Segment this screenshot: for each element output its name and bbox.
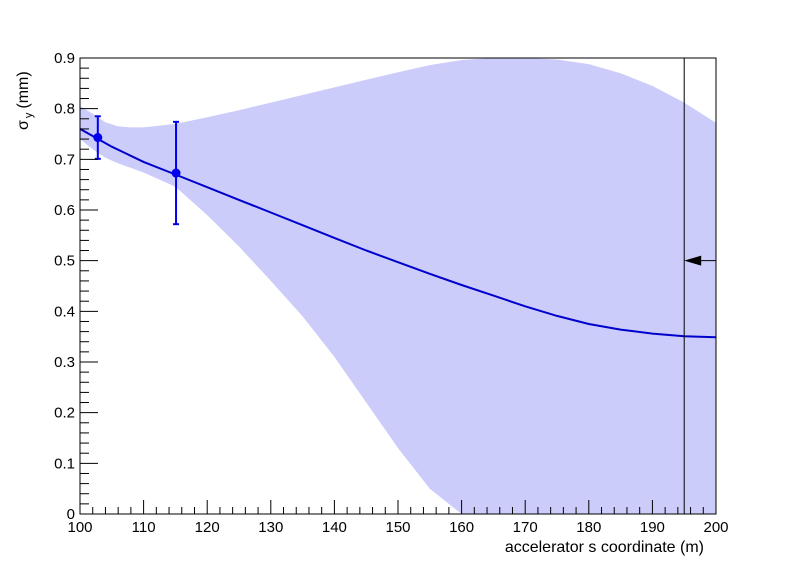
x-tick-label: 110 xyxy=(132,519,156,536)
y-tick-label: 0.3 xyxy=(54,354,75,371)
x-tick-label: 200 xyxy=(703,519,728,536)
y-axis-title-subscript: y xyxy=(23,112,35,118)
y-tick-label: 0.8 xyxy=(54,101,75,118)
x-axis-title: accelerator s coordinate (m) xyxy=(505,539,704,556)
y-tick-label: 0.9 xyxy=(54,50,75,67)
y-tick-label: 0.6 xyxy=(54,202,75,219)
x-tick-label: 140 xyxy=(322,519,347,536)
y-tick-label: 0.7 xyxy=(54,151,75,168)
data-marker xyxy=(171,168,181,178)
x-tick-label: 100 xyxy=(67,519,92,536)
x-tick-label: 160 xyxy=(449,519,474,536)
data-point-2 xyxy=(171,120,181,226)
y-tick-label: 0.5 xyxy=(54,253,75,270)
confidence-band xyxy=(80,58,716,514)
y-tick-label: 0 xyxy=(67,506,75,523)
x-tick-label: 190 xyxy=(640,519,665,536)
x-tick-label: 130 xyxy=(258,519,283,536)
data-marker xyxy=(93,133,103,143)
x-tick-label: 120 xyxy=(195,519,220,536)
fit-curve-layer xyxy=(79,128,717,339)
x-tick-label: 170 xyxy=(513,519,538,536)
y-axis-title: σy (mm) xyxy=(15,71,35,130)
y-axis-title-unit: (mm) xyxy=(15,71,32,108)
y-axis-ticks: 0 0.1 0.2 0.3 0.4 0.5 0.6 0.7 0.8 0.9 xyxy=(54,50,98,523)
arrow-head xyxy=(684,255,702,266)
vertical-marker-layer xyxy=(683,58,716,514)
confidence-band-layer xyxy=(80,58,716,514)
data-point-1 xyxy=(93,115,103,160)
x-tick-label: 180 xyxy=(576,519,601,536)
x-axis-ticks: 100 110 120 130 140 150 160 170 180 190 200 xyxy=(67,500,729,536)
y-tick-label: 0.4 xyxy=(54,303,75,320)
y-tick-label: 0.1 xyxy=(54,455,75,472)
y-axis-title-symbol: σ xyxy=(15,120,32,130)
x-tick-label: 150 xyxy=(385,519,410,536)
data-points-layer xyxy=(93,115,181,226)
y-tick-label: 0.2 xyxy=(54,405,75,422)
fit-curve xyxy=(79,128,717,339)
